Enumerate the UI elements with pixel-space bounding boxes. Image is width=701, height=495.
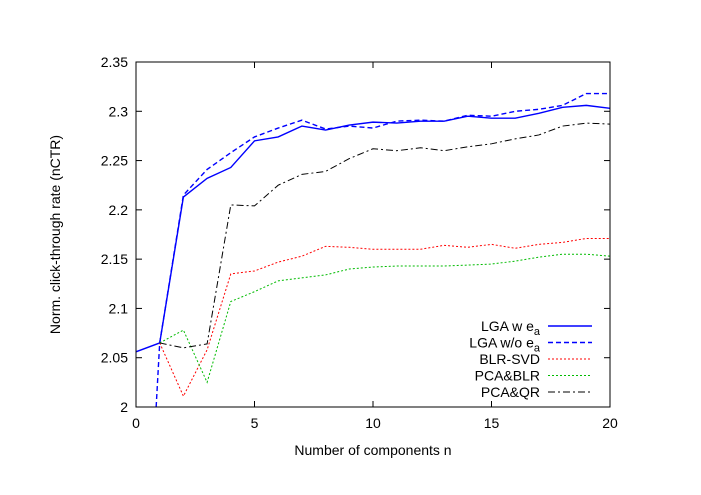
x-axis-title: Number of components n (294, 442, 451, 458)
x-tick-label: 0 (132, 415, 140, 431)
legend-label-2: BLR-SVD (479, 351, 540, 367)
series-line-3 (159, 253, 610, 384)
series-line-2 (159, 237, 610, 398)
legend-label-text: LGA w e (481, 318, 534, 334)
legend-label-0: LGA w ea (481, 318, 541, 338)
x-tick-label: 20 (602, 415, 618, 431)
legend-label-text: LGA w/o e (469, 335, 534, 351)
series-line-0 (136, 104, 610, 353)
y-tick-label: 2.25 (101, 153, 128, 169)
y-axis-title: Norm. click-through rate (nCTR) (47, 135, 63, 334)
legend-label-text: PCA&BLR (475, 368, 540, 384)
y-tick-label: 2.05 (101, 350, 128, 366)
legend-label-3: PCA&BLR (475, 368, 540, 384)
x-tick-label: 5 (251, 415, 259, 431)
y-tick-label: 2.15 (101, 251, 128, 267)
legend-label-subscript: a (534, 343, 541, 355)
legend-label-4: PCA&QR (481, 384, 540, 400)
x-tick-label: 10 (365, 415, 381, 431)
series-line-1 (155, 92, 610, 407)
x-tick-label: 15 (484, 415, 500, 431)
y-tick-label: 2.35 (101, 54, 128, 70)
legend-label-1: LGA w/o ea (469, 335, 541, 355)
y-tick-label: 2 (120, 399, 128, 415)
legend-label-subscript: a (534, 326, 541, 338)
series-line-4 (159, 122, 610, 349)
y-tick-label: 2.1 (109, 300, 129, 316)
series-layer (136, 92, 610, 407)
legend-label-text: BLR-SVD (479, 351, 540, 367)
axes-layer: 0 5 10 15 20 2 2.05 2.1 2.15 2.2 2.25 2.3 2.35 (101, 54, 618, 431)
y-tick-label: 2.2 (109, 202, 129, 218)
legend-label-text: PCA&QR (481, 384, 540, 400)
y-tick-label: 2.3 (109, 103, 129, 119)
